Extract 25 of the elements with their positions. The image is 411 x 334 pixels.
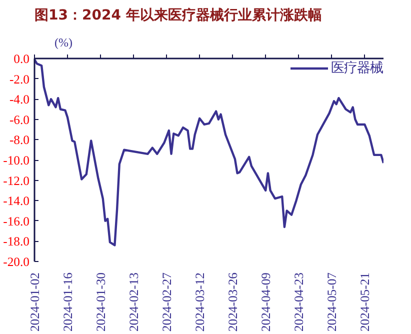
y-tick-label: -2.0 <box>9 72 30 86</box>
y-tick-label: -4.0 <box>9 92 30 107</box>
x-tick-label: 2024-02-13 <box>127 272 142 332</box>
y-tick-label: -16.0 <box>3 214 30 228</box>
x-tick-label: 2024-05-21 <box>358 272 372 332</box>
x-tick-label: 2024-01-30 <box>94 272 108 332</box>
y-tick-label: -8.0 <box>9 133 30 148</box>
y-tick-label: -10.0 <box>3 154 30 168</box>
y-tick-label: -14.0 <box>3 194 30 208</box>
x-tick-label: 2024-03-12 <box>193 272 208 332</box>
legend-label: 医疗器械 <box>331 59 383 77</box>
x-tick-label: 2024-04-23 <box>292 272 306 332</box>
x-tick-label: 2024-01-16 <box>61 272 76 332</box>
chart-title: 图13：2024 年以来医疗器械行业累计涨跌幅 <box>34 6 322 24</box>
y-axis-title: (%) <box>54 36 72 50</box>
y-tick-label: -20.0 <box>3 255 30 269</box>
x-tick-label: 2024-04-09 <box>259 272 274 332</box>
x-tick-label: 2024-05-07 <box>325 272 340 332</box>
y-tick-label: -18.0 <box>3 234 30 249</box>
y-tick-label: -12.0 <box>3 174 30 188</box>
x-tick-label: 2024-01-02 <box>28 272 42 332</box>
y-tick-label: -6.0 <box>9 112 30 127</box>
x-tick-label: 2024-02-27 <box>160 272 174 332</box>
x-tick-label: 2024-03-26 <box>226 272 240 332</box>
y-tick-label: 0.0 <box>14 52 30 66</box>
